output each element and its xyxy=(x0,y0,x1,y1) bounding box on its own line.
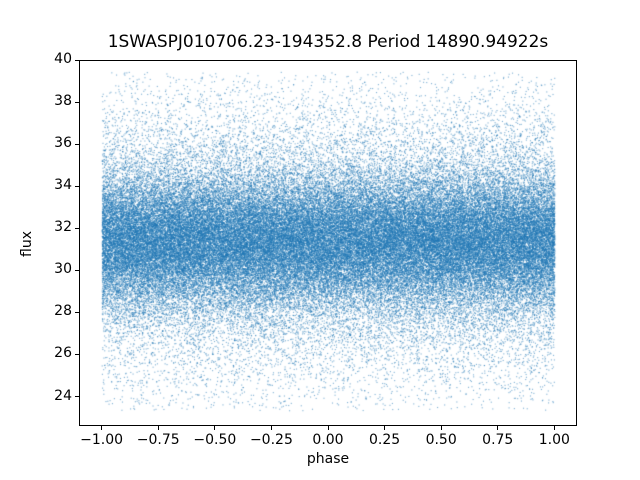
y-axis-label: flux xyxy=(19,231,35,257)
y-tick-label: 34 xyxy=(54,177,72,194)
x-tick-mark xyxy=(101,426,103,430)
y-tick-mark xyxy=(75,396,79,398)
scatter-points-canvas xyxy=(80,61,576,425)
x-tick-label: 0.75 xyxy=(482,432,514,448)
x-axis-label: phase xyxy=(306,451,350,467)
y-tick-label: 32 xyxy=(54,219,72,236)
x-tick-label: 0.00 xyxy=(312,432,344,448)
y-tick-label: 28 xyxy=(54,303,72,320)
x-tick-mark xyxy=(270,426,272,430)
x-tick-mark xyxy=(497,426,499,430)
x-tick-mark xyxy=(384,426,386,430)
x-tick-label: 0.50 xyxy=(425,432,457,448)
y-tick-mark xyxy=(75,311,79,313)
y-tick-label: 40 xyxy=(54,51,72,67)
y-tick-label: 24 xyxy=(54,387,72,404)
y-tick-mark xyxy=(75,101,79,103)
x-tick-mark xyxy=(214,426,216,430)
x-tick-label: −0.75 xyxy=(136,432,180,448)
y-tick-mark xyxy=(75,59,79,61)
x-tick-mark xyxy=(157,426,159,430)
y-tick-label: 26 xyxy=(54,345,72,362)
y-tick-mark xyxy=(75,269,79,271)
x-tick-label: 0.25 xyxy=(368,432,401,448)
y-tick-mark xyxy=(75,227,79,229)
x-tick-label: −0.50 xyxy=(193,432,237,448)
y-tick-label: 36 xyxy=(54,135,72,152)
x-tick-label: −1.00 xyxy=(80,432,124,448)
x-tick-mark xyxy=(553,426,555,430)
y-tick-label: 30 xyxy=(54,261,72,278)
x-tick-label: −0.25 xyxy=(249,432,293,448)
chart-title: 1SWASPJ010706.23-194352.8 Period 14890.9… xyxy=(107,32,549,52)
plot-area-border xyxy=(79,60,577,426)
x-tick-mark xyxy=(440,426,442,430)
y-tick-mark xyxy=(75,143,79,145)
y-tick-mark xyxy=(75,353,79,355)
x-tick-label: 1.00 xyxy=(538,432,570,448)
y-tick-mark xyxy=(75,185,79,187)
x-tick-mark xyxy=(327,426,329,430)
y-tick-label: 38 xyxy=(54,93,72,110)
